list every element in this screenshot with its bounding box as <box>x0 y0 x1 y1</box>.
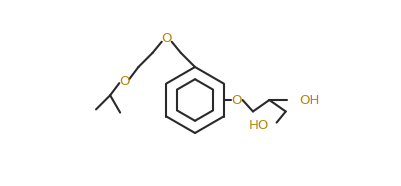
Text: OH: OH <box>299 94 320 107</box>
Text: HO: HO <box>249 119 269 132</box>
Text: O: O <box>231 94 242 107</box>
Text: O: O <box>119 75 130 88</box>
Text: O: O <box>162 32 172 45</box>
